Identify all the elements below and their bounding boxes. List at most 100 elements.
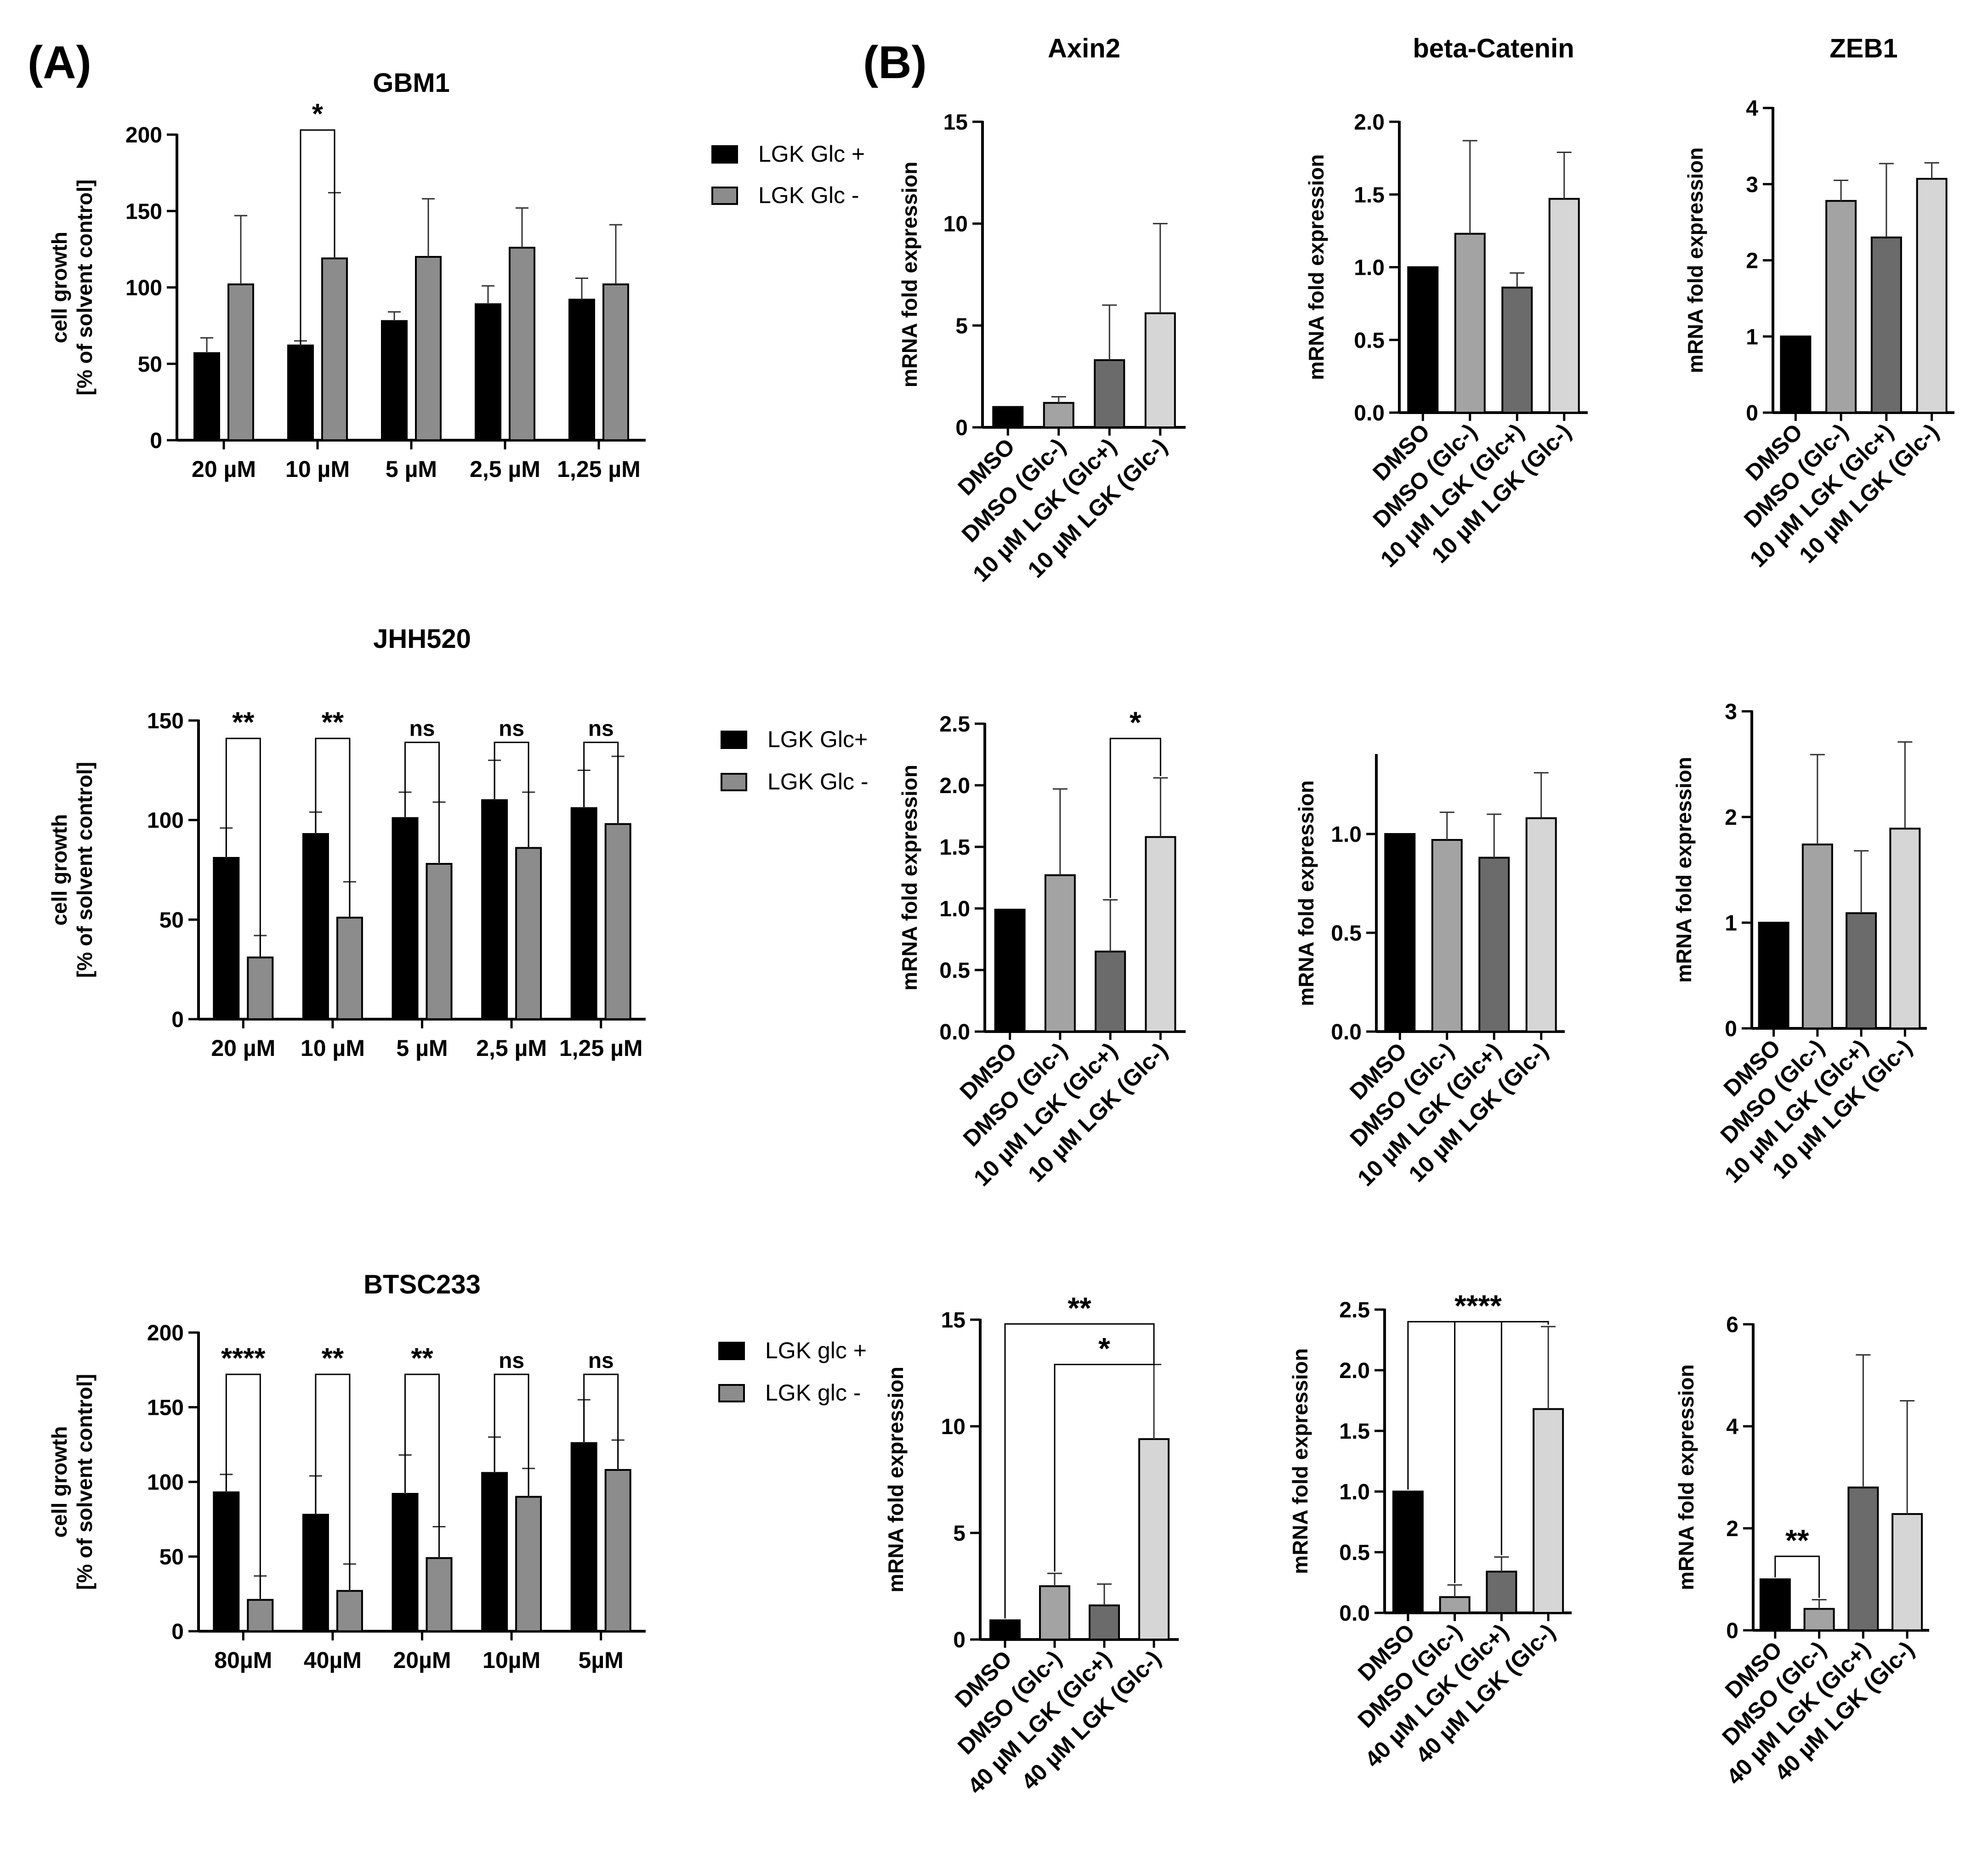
x-tick-label: 1,25 µM: [557, 456, 641, 482]
bar-lgk_glc_plus: [1870, 236, 1902, 414]
bar-lgk_glc_plus: [1478, 857, 1510, 1032]
bar-dmso_glc_minus: [1801, 843, 1833, 1030]
legend-swatch: [721, 773, 747, 791]
y-tick-label: 1.0: [939, 897, 970, 921]
chart-title: GBM1: [373, 68, 450, 98]
significance-bracket: [315, 737, 351, 917]
significance-label: ns: [588, 1349, 614, 1373]
x-tick-label: 1,25 µM: [559, 1035, 643, 1061]
significance-bracket: [404, 1373, 440, 1557]
significance-label: **: [1785, 1523, 1809, 1557]
y-tick-label: 4: [1726, 1415, 1738, 1439]
bar-glc_plus: [213, 1491, 240, 1632]
chart-jhh520-growth: JHH520 cell growth [% of solvent control] 0…: [47, 624, 868, 1061]
y-tick-label: 1: [1746, 325, 1758, 349]
y-tick-label: 5: [955, 314, 968, 338]
significance-bracket: [225, 1373, 261, 1599]
x-tick-label: 80µM: [214, 1647, 272, 1673]
bar-glc_minus: [227, 283, 254, 441]
y-tick-label: 2.5: [939, 712, 970, 737]
y-tick-label: 2: [1725, 806, 1737, 830]
bar-glc_minus: [415, 256, 442, 441]
legend-label: LGK Glc -: [767, 769, 868, 794]
y-tick-label: 5: [953, 1521, 966, 1546]
bar-glc_minus: [604, 1469, 631, 1632]
y-tick-label: 2.0: [1354, 110, 1385, 135]
bar-lgk_glc_minus: [1533, 1408, 1564, 1614]
legend-label: LGK glc -: [765, 1380, 861, 1406]
y-tick-label: 0.5: [939, 959, 970, 983]
significance-bracket: [494, 742, 529, 847]
x-tick-label: 10 µM: [285, 456, 350, 482]
legend-swatch: [711, 187, 738, 205]
significance-label: ns: [409, 717, 435, 741]
bar-dmso_glc_minus: [1043, 402, 1074, 428]
y-axis-title: mRNA fold expression: [1672, 757, 1696, 983]
significance-label: ****: [1454, 1288, 1502, 1322]
bar-dmso: [989, 1619, 1021, 1640]
bar-glc_plus: [193, 352, 220, 441]
bar-glc_plus: [570, 807, 597, 1020]
x-tick-label: 5 µM: [386, 456, 437, 482]
bar-glc_minus: [515, 1496, 542, 1632]
bar-dmso: [994, 908, 1026, 1033]
bar-lgk_glc_plus: [1095, 950, 1126, 1033]
y-tick-label: 1.5: [939, 835, 970, 860]
y-tick-label: 0.0: [1331, 1020, 1362, 1044]
chart-axin2-jhh520: mRNA fold expression0.00.51.01.52.02.5DM…: [897, 705, 1186, 1191]
chart-beta-catenin-btsc233: mRNA fold expression0.00.51.01.52.02.5DM…: [1288, 1288, 1572, 1772]
y-tick-label: 1: [1725, 911, 1737, 936]
y-tick-label: 0.5: [1331, 921, 1362, 946]
y-tick-label: 0.0: [1354, 401, 1385, 425]
significance-bracket: [1774, 1555, 1820, 1598]
significance-label: **: [232, 707, 255, 738]
y-tick-label: 100: [147, 809, 184, 833]
y-tick-label: 50: [138, 352, 162, 377]
significance-bracket: [1109, 737, 1161, 898]
significance-label: ns: [499, 1349, 524, 1373]
bar-lgk_glc_minus: [1144, 312, 1176, 428]
bar-dmso_glc_minus: [1803, 1608, 1835, 1631]
x-tick-label: 40µM: [304, 1647, 362, 1673]
bar-glc_minus: [604, 823, 631, 1021]
bar-dmso_glc_minus: [1825, 200, 1857, 414]
y-axis-title: mRNA fold expression: [1294, 780, 1318, 1006]
legend-label: LGK Glc +: [758, 141, 865, 167]
bar-dmso: [992, 406, 1024, 429]
x-tick-label: 5 µM: [396, 1035, 448, 1061]
chart-title: JHH520: [373, 624, 471, 654]
bar-dmso_glc_minus: [1039, 1585, 1070, 1640]
y-axis-title: [% of solvent control]: [73, 1374, 97, 1590]
y-tick-label: 0: [1726, 1619, 1738, 1643]
y-tick-label: 1.0: [1354, 256, 1385, 280]
bar-glc_minus: [247, 1599, 274, 1632]
x-tick-label: 20 µM: [192, 456, 256, 482]
bar-glc_minus: [336, 917, 363, 1020]
significance-bracket: [583, 742, 619, 823]
significance-bracket: [315, 1373, 351, 1590]
y-tick-label: 150: [147, 1396, 184, 1420]
y-tick-label: 2.0: [939, 774, 970, 798]
y-tick-label: 4: [1746, 96, 1758, 121]
bar-dmso_glc_minus: [1044, 874, 1076, 1032]
bar-glc_plus: [568, 299, 595, 441]
x-tick-label: 5µM: [579, 1647, 624, 1673]
chart-title: beta-Catenin: [1413, 34, 1574, 63]
significance-label: ns: [499, 717, 524, 741]
chart-title: BTSC233: [364, 1270, 481, 1299]
y-tick-label: 1.5: [1354, 183, 1385, 207]
bar-lgk_glc_minus: [1891, 1513, 1923, 1631]
panel-label-a: (A): [28, 37, 91, 88]
bar-glc_minus: [426, 863, 453, 1020]
bar-glc_minus: [336, 1590, 363, 1632]
bar-dmso_glc_minus: [1431, 839, 1463, 1033]
y-tick-label: 0: [171, 1008, 184, 1032]
legend-swatch: [718, 1342, 745, 1360]
x-tick-label: 20µM: [393, 1647, 451, 1673]
y-tick-label: 0: [150, 429, 162, 453]
x-tick-label: 10µM: [483, 1647, 540, 1673]
significance-bracket: [300, 129, 335, 345]
